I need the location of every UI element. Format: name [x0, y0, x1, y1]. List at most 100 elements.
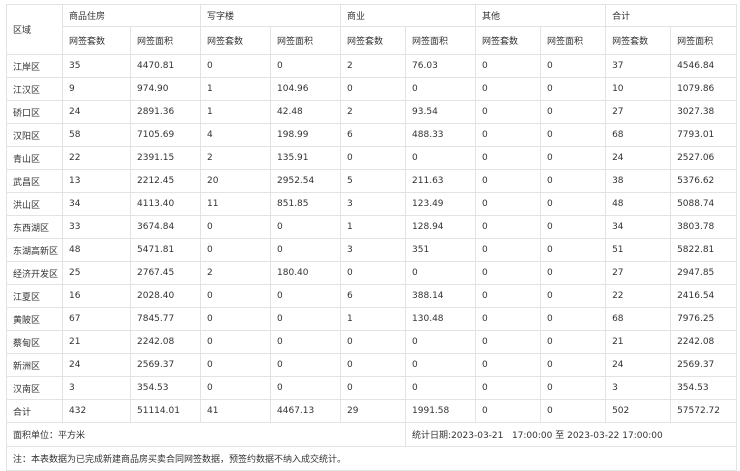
- table-cell: 0: [475, 123, 542, 147]
- table-cell: 0: [475, 215, 542, 239]
- table-cell: 5088.74: [670, 192, 738, 216]
- table-cell: 0: [200, 376, 272, 400]
- table-cell: 351: [405, 238, 477, 262]
- table-cell: 0: [540, 100, 607, 124]
- table-cell: 0: [475, 54, 542, 78]
- table-cell: 34: [605, 215, 672, 239]
- data-row: 黄陂区 67 7845.77 0 0 1 130.48 0 0 68 7976.25: [6, 307, 738, 331]
- table-cell: 48: [62, 238, 131, 262]
- table-cell: 0: [270, 215, 342, 239]
- table-cell: 22: [62, 146, 131, 170]
- footer-row: 面积单位：平方米 统计日期:2023-03-21 17:00:00 至 2023-…: [5, 422, 738, 447]
- table-cell: 128.94: [405, 215, 477, 239]
- table-cell: 51: [605, 238, 672, 262]
- data-row: 经济开发区 25 2767.45 2 180.40 0 0 0 0 27 2947.85: [6, 261, 738, 285]
- table-cell: 27: [605, 261, 672, 285]
- footnote: 注：本表数据为已完成新建商品房买卖合同网签数据，预签约数据不纳入成交统计。: [5, 446, 738, 471]
- table-cell: 1991.58: [405, 399, 477, 423]
- table-cell: 3: [605, 376, 672, 400]
- table-cell: 0: [475, 307, 542, 331]
- data-row: 江汉区 9 974.90 1 104.96 0 0 0 0 10 1079.86: [6, 77, 738, 101]
- table-cell: 5471.81: [129, 238, 202, 262]
- table-cell: 3: [340, 238, 407, 262]
- table-cell: 354.53: [670, 376, 738, 400]
- table-cell: 29: [340, 399, 407, 423]
- table-cell: 0: [540, 54, 607, 78]
- table-cell: 0: [540, 146, 607, 170]
- table-cell: 34: [62, 192, 131, 216]
- group-header: 商品住房: [61, 4, 202, 27]
- table-cell: 0: [200, 284, 272, 308]
- table-cell: 2: [340, 54, 407, 78]
- table-cell: 974.90: [129, 77, 202, 101]
- table-cell: 58: [62, 123, 131, 147]
- data-row: 合计 432 51114.01 41 4467.13 29 1991.58 0 0 502 5757…: [6, 399, 738, 423]
- table-cell: 2: [340, 100, 407, 124]
- table-cell: 51114.01: [129, 399, 202, 423]
- table-cell: 4470.81: [129, 54, 202, 78]
- table-cell: 5822.81: [670, 238, 738, 262]
- table-cell: 0: [200, 330, 272, 354]
- table-cell: 0: [475, 146, 542, 170]
- table-cell: 2947.85: [670, 261, 738, 285]
- table-cell: 1: [340, 307, 407, 331]
- table-cell: 3027.38: [670, 100, 738, 124]
- table-cell: 104.96: [270, 77, 342, 101]
- table-cell: 24: [605, 146, 672, 170]
- data-row: 东湖高新区 48 5471.81 0 0 3 351 0 0 51 5822.81: [6, 238, 738, 262]
- data-row: 江夏区 16 2028.40 0 0 6 388.14 0 0 22 2416.54: [6, 284, 738, 308]
- table-cell: 0: [540, 261, 607, 285]
- table-cell: 68: [605, 123, 672, 147]
- table-cell: 41: [200, 399, 272, 423]
- table-cell: 135.91: [270, 146, 342, 170]
- table-cell: 0: [270, 54, 342, 78]
- region-name: 武昌区: [6, 169, 63, 193]
- table-cell: 0: [475, 192, 542, 216]
- note-row: 注：本表数据为已完成新建商品房买卖合同网签数据，预签约数据不纳入成交统计。: [5, 446, 738, 471]
- table-cell: 4: [200, 123, 272, 147]
- table-cell: 7845.77: [129, 307, 202, 331]
- table-cell: 37: [605, 54, 672, 78]
- table-cell: 488.33: [405, 123, 477, 147]
- data-row: 洪山区 34 4113.40 11 851.85 3 123.49 0 0 48 5088.74: [6, 192, 738, 216]
- region-header: 区域: [6, 4, 63, 55]
- table-cell: 0: [475, 330, 542, 354]
- table-cell: 2242.08: [129, 330, 202, 354]
- group-header: 其他: [475, 4, 607, 27]
- table-cell: 48: [605, 192, 672, 216]
- table-cell: 7105.69: [129, 123, 202, 147]
- column-header: 网签面积: [129, 26, 202, 55]
- table-cell: 0: [340, 353, 407, 377]
- table-cell: 0: [540, 284, 607, 308]
- region-name: 江岸区: [6, 54, 63, 78]
- column-header: 网签面积: [405, 26, 477, 55]
- table-cell: 7976.25: [670, 307, 738, 331]
- table-cell: 3674.84: [129, 215, 202, 239]
- data-row: 汉南区 3 354.53 0 0 0 0 0 0 3 354.53: [6, 376, 738, 400]
- table-cell: 2767.45: [129, 261, 202, 285]
- data-row: 东西湖区 33 3674.84 0 0 1 128.94 0 0 34 3803.78: [6, 215, 738, 239]
- table-cell: 6: [340, 123, 407, 147]
- table-cell: 7793.01: [670, 123, 738, 147]
- region-name: 合计: [6, 399, 63, 423]
- table-cell: 123.49: [405, 192, 477, 216]
- stats-table: 区域 商品住房 写字楼 商业 其他 合计 网签套数 网签面积 网签套数 网签面积 网签套数 网签面积网…: [5, 4, 738, 471]
- table-cell: 0: [475, 261, 542, 285]
- region-name: 江汉区: [6, 77, 63, 101]
- table-cell: 25: [62, 261, 131, 285]
- table-cell: 0: [540, 330, 607, 354]
- table-cell: 3: [62, 376, 131, 400]
- group-header: 商业: [340, 4, 477, 27]
- table-cell: 33: [62, 215, 131, 239]
- table-cell: 68: [605, 307, 672, 331]
- column-header: 网签面积: [540, 26, 607, 55]
- column-header: 网签套数: [340, 26, 407, 55]
- region-name: 洪山区: [6, 192, 63, 216]
- table-cell: 0: [200, 307, 272, 331]
- data-row: 江岸区 35 4470.81 0 0 2 76.03 0 0 37 4546.84: [6, 54, 738, 78]
- table-cell: 432: [62, 399, 131, 423]
- table-cell: 211.63: [405, 169, 477, 193]
- region-name: 硚口区: [6, 100, 63, 124]
- column-header: 网签面积: [270, 26, 342, 55]
- table-cell: 0: [475, 284, 542, 308]
